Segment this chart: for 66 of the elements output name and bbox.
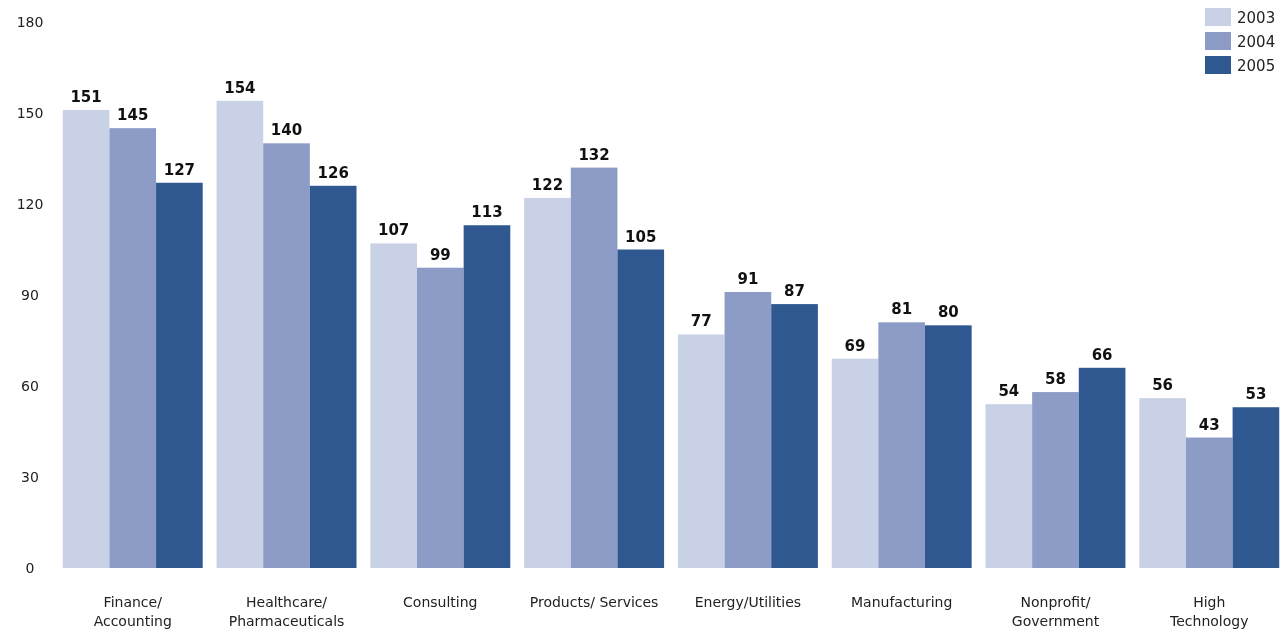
x-tick-label: Products/ Services — [529, 594, 659, 610]
y-tick-label: 120 — [16, 196, 44, 212]
bar — [1232, 407, 1280, 568]
y-tick-label: 30 — [21, 469, 39, 485]
data-label: 127 — [163, 160, 196, 179]
data-label: 105 — [625, 227, 657, 246]
bar — [62, 109, 110, 568]
bar — [1185, 437, 1233, 568]
bar — [1078, 367, 1126, 568]
x-tick-label: Consulting — [403, 594, 478, 610]
bar — [570, 167, 618, 568]
bar — [216, 100, 264, 568]
data-label: 132 — [578, 145, 610, 164]
data-label: 151 — [70, 87, 102, 106]
bar — [677, 334, 725, 568]
y-tick-label: 60 — [21, 378, 39, 394]
bar — [925, 325, 972, 568]
x-tick-label: Nonprofit/ Government — [1011, 594, 1100, 629]
data-label: 43 — [1198, 415, 1220, 434]
data-label: 87 — [784, 282, 805, 301]
bar — [156, 182, 203, 568]
bar — [831, 358, 879, 568]
bar — [263, 143, 310, 568]
data-label: 66 — [1091, 345, 1113, 364]
data-label: 122 — [531, 175, 564, 194]
data-label: 126 — [317, 163, 349, 182]
x-tick-label: High Technology — [1169, 594, 1249, 629]
y-tick-label: 150 — [16, 105, 44, 121]
bar — [524, 197, 571, 568]
data-label: 140 — [270, 121, 303, 140]
legend-label: 2004 — [1237, 33, 1276, 51]
x-tick-label: Manufacturing — [850, 594, 953, 610]
y-tick-label: 180 — [16, 14, 44, 30]
x-tick-label: Energy/Utilities — [694, 594, 802, 610]
bar — [724, 291, 772, 568]
x-tick-label: Finance/ Accounting — [93, 594, 172, 629]
x-tick-label: Healthcare/ Pharmaceuticals — [228, 594, 345, 629]
data-label: 54 — [998, 382, 1020, 401]
bar — [463, 225, 511, 568]
data-label: 53 — [1245, 385, 1267, 404]
bar — [985, 404, 1033, 568]
bar — [109, 128, 157, 568]
data-label: 113 — [471, 203, 503, 222]
data-label: 77 — [690, 312, 712, 331]
data-label: 80 — [937, 303, 959, 322]
bar — [370, 243, 417, 568]
bar — [309, 185, 357, 568]
legend-label: 2005 — [1237, 57, 1276, 75]
bar — [1032, 392, 1079, 568]
bar — [617, 249, 665, 568]
data-label: 69 — [844, 336, 866, 355]
data-label: 81 — [891, 300, 913, 319]
bar — [878, 322, 926, 568]
data-label: 107 — [378, 221, 410, 240]
data-label: 99 — [429, 245, 451, 264]
data-label: 154 — [224, 78, 256, 97]
data-label: 145 — [117, 106, 149, 125]
data-label: 91 — [737, 269, 759, 288]
data-label: 56 — [1152, 376, 1174, 395]
legend-label: 2003 — [1237, 9, 1276, 27]
y-tick-label: 90 — [21, 287, 39, 303]
bar — [771, 304, 818, 568]
bar — [1139, 398, 1186, 568]
y-tick-label: 0 — [25, 560, 35, 576]
bar — [416, 267, 464, 568]
data-label: 58 — [1045, 370, 1066, 389]
